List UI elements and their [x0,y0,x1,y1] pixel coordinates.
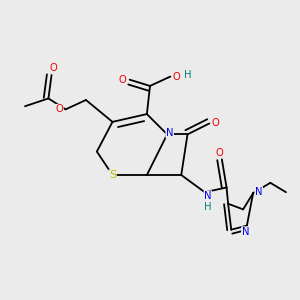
Text: N: N [166,128,173,138]
Text: H: H [184,70,192,80]
Text: O: O [49,63,57,73]
Text: O: O [172,72,180,82]
Text: N: N [242,227,249,237]
Text: S: S [109,170,116,180]
Text: N: N [255,187,262,196]
Text: O: O [119,75,127,85]
Text: H: H [204,202,212,212]
Text: O: O [215,148,223,158]
Text: O: O [56,104,63,114]
Text: O: O [211,118,219,128]
Text: N: N [204,191,212,201]
